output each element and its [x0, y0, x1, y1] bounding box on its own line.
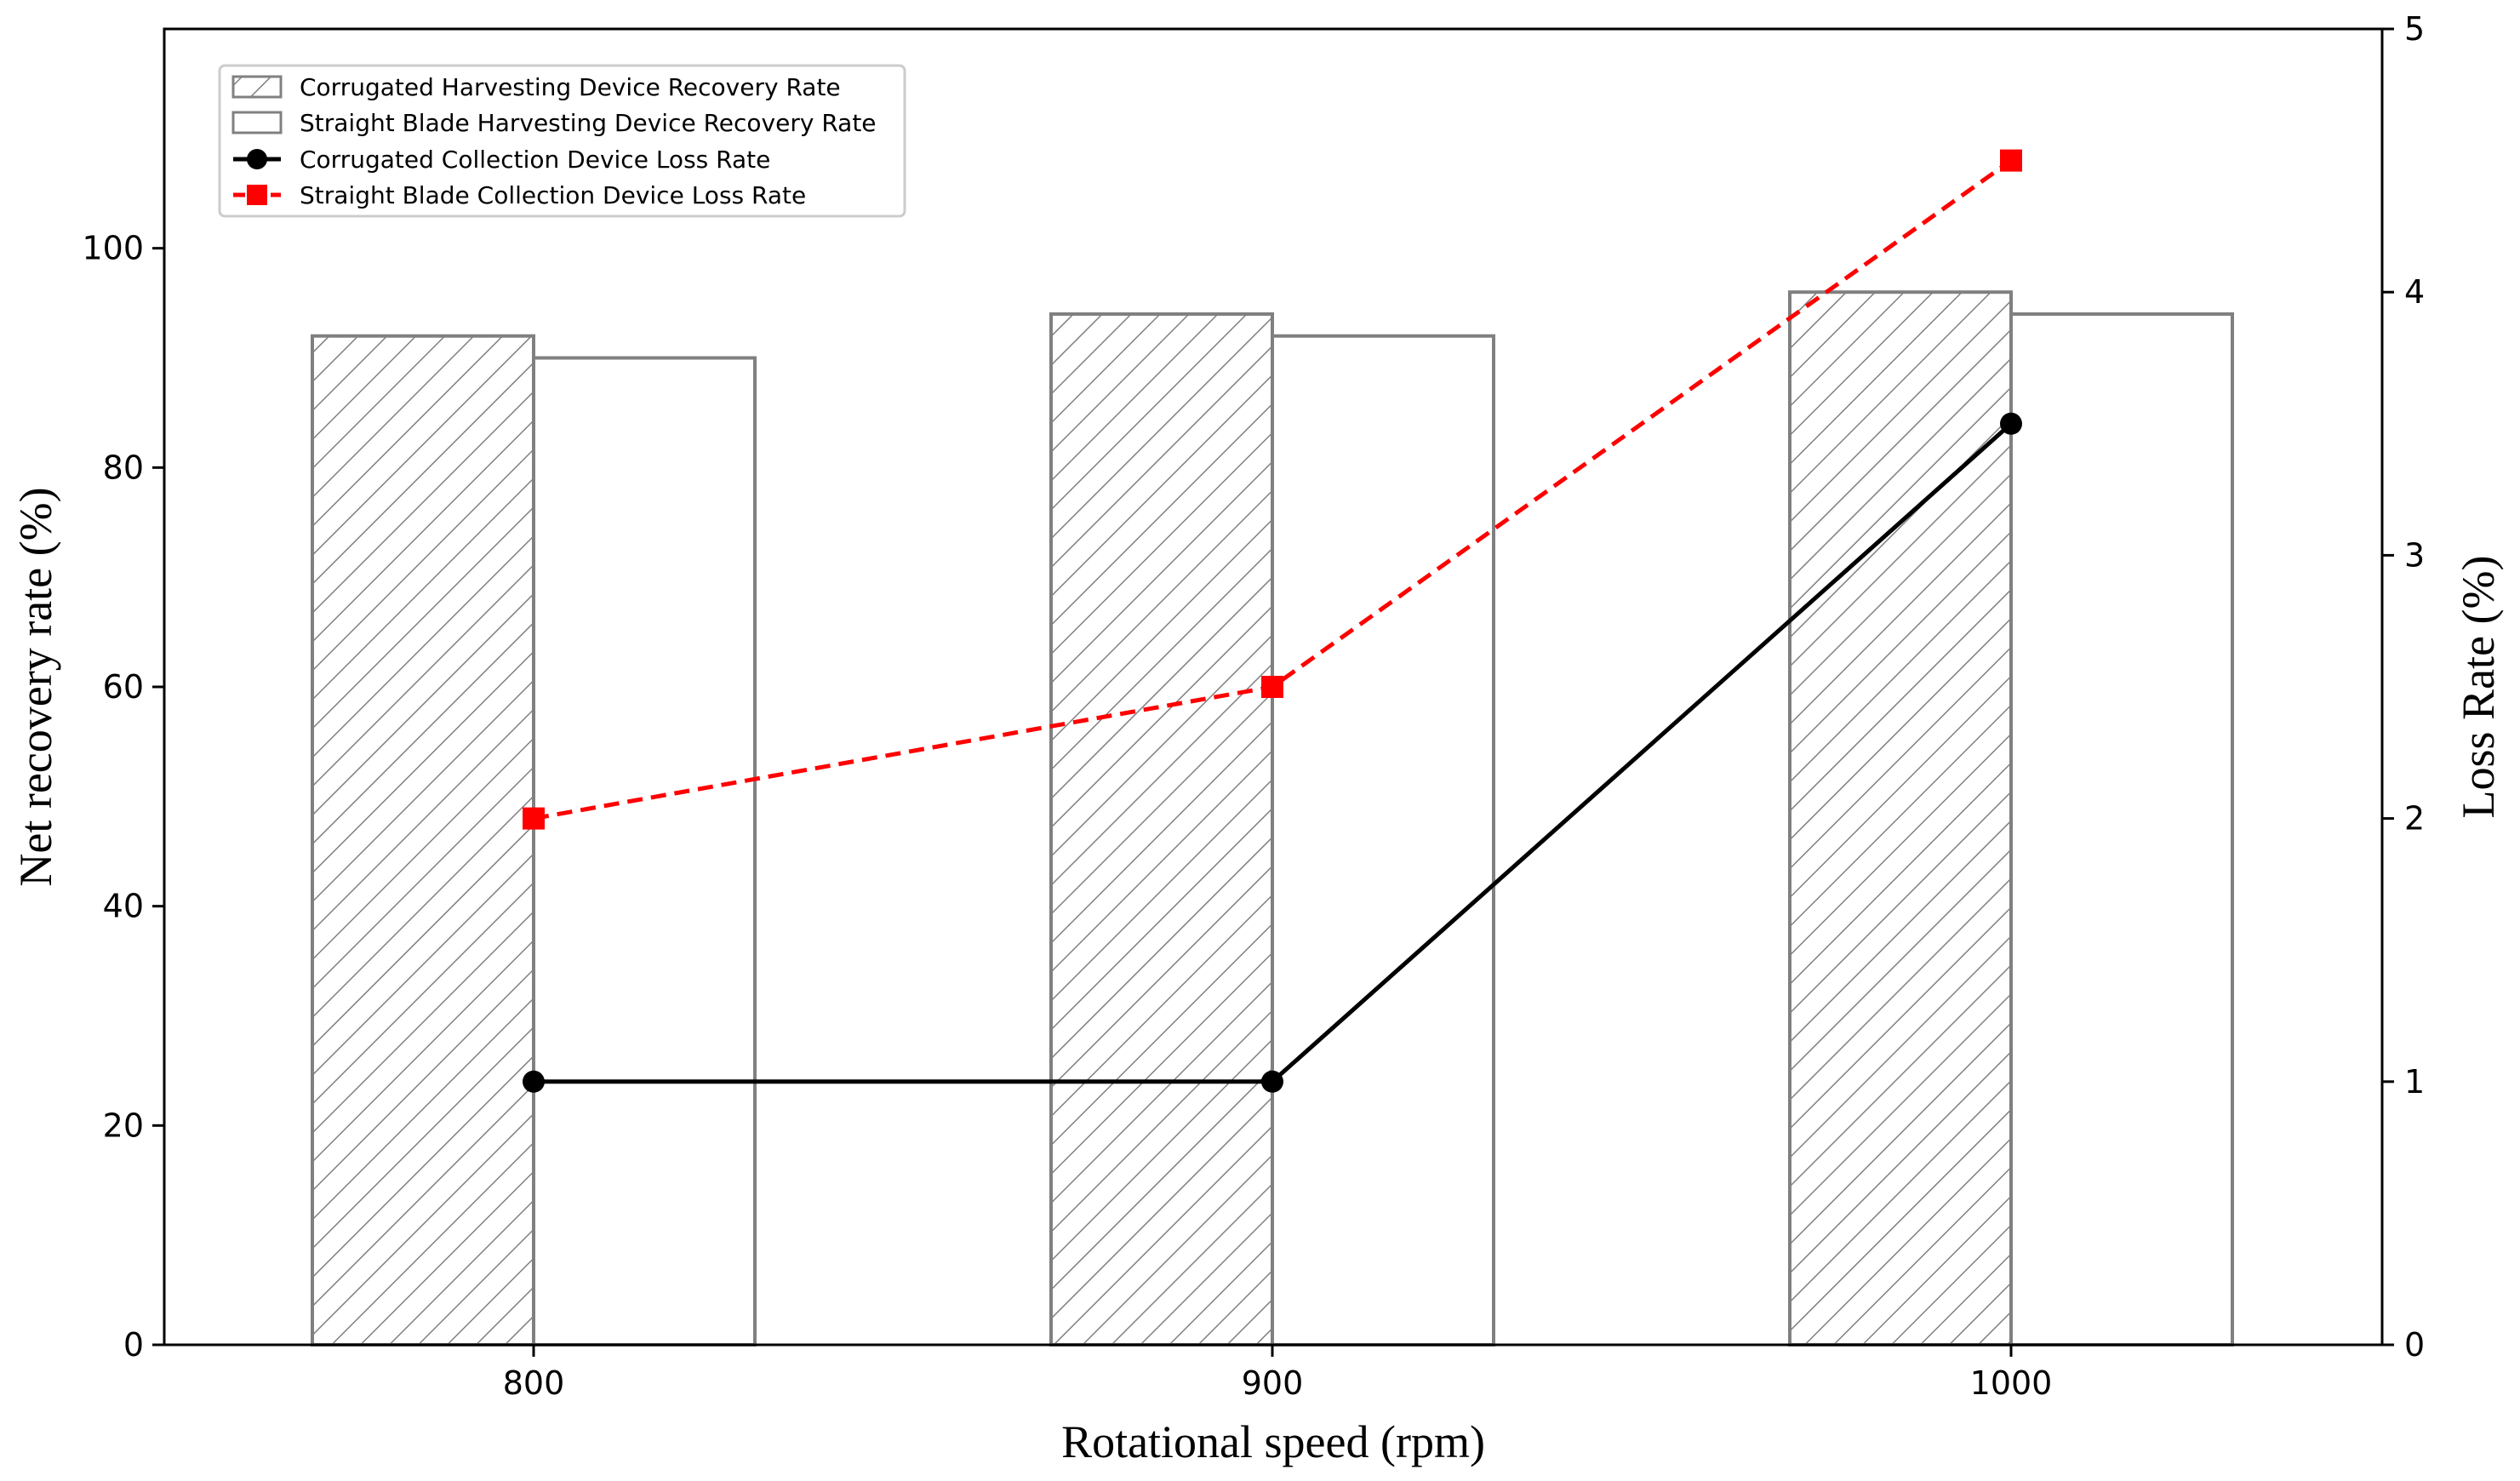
y2-tick-label-2: 2 — [2404, 800, 2425, 838]
legend-label-corrugated-recovery: Corrugated Harvesting Device Recovery Ra… — [300, 73, 841, 101]
straight-blade-loss-rate-point-1000 — [2000, 149, 2022, 172]
x-axis-title: Rotational speed (rpm) — [1061, 1416, 1485, 1467]
corrugated-loss-rate-point-800 — [523, 1070, 545, 1093]
y-tick-label-100: 100 — [82, 230, 144, 267]
y2-axis-title: Loss Rate (%) — [2453, 556, 2504, 819]
x-tick-label-1000: 1000 — [1970, 1364, 2053, 1402]
y2-tick-label-5: 5 — [2404, 10, 2425, 48]
x-tick-label-900: 900 — [1242, 1364, 1304, 1402]
legend-marker-straight-blade-loss — [247, 185, 267, 205]
y-tick-label-60: 60 — [103, 668, 144, 706]
y-axis-title: Net recovery rate (%) — [10, 487, 61, 886]
straight-blade-loss-rate-point-800 — [523, 807, 545, 830]
legend-frame — [218, 64, 906, 218]
legend-marker-corrugated-loss — [247, 149, 267, 169]
corrugated-loss-rate-point-900 — [1261, 1070, 1283, 1093]
legend-label-straight-blade-loss: Straight Blade Collection Device Loss Ra… — [300, 181, 806, 209]
y-tick-label-20: 20 — [103, 1106, 144, 1144]
y2-tick-label-1: 1 — [2404, 1063, 2425, 1101]
corrugated-recovery-bar-800 — [311, 334, 535, 1347]
legend-swatch-corrugated-recovery — [231, 75, 283, 99]
legend-label-straight-blade-recovery: Straight Blade Harvesting Device Recover… — [300, 109, 877, 137]
straight-blade-recovery-bar-800 — [532, 356, 757, 1347]
y-tick-label-40: 40 — [103, 888, 144, 925]
y2-tick-label-4: 4 — [2404, 273, 2425, 311]
y-tick-label-0: 0 — [123, 1326, 144, 1364]
y2-tick-label-0: 0 — [2404, 1326, 2425, 1364]
straight-blade-recovery-bar-900 — [1271, 334, 1495, 1347]
legend: Corrugated Harvesting Device Recovery Ra… — [218, 64, 906, 218]
corrugated-loss-rate-point-1000 — [2000, 412, 2022, 435]
legend-label-corrugated-loss: Corrugated Collection Device Loss Rate — [300, 146, 770, 174]
corrugated-recovery-bar-900 — [1049, 312, 1274, 1347]
bars-layer — [311, 290, 2234, 1347]
y2-tick-label-3: 3 — [2404, 536, 2425, 574]
x-tick-label-800: 800 — [503, 1364, 565, 1402]
y-tick-label-80: 80 — [103, 449, 144, 486]
corrugated-recovery-bar-1000 — [1788, 290, 2013, 1347]
straight-blade-loss-rate-point-900 — [1261, 676, 1283, 698]
straight-blade-recovery-bar-1000 — [2009, 312, 2234, 1347]
legend-swatch-straight-blade-recovery — [231, 111, 283, 134]
lines-layer — [523, 149, 2022, 1093]
